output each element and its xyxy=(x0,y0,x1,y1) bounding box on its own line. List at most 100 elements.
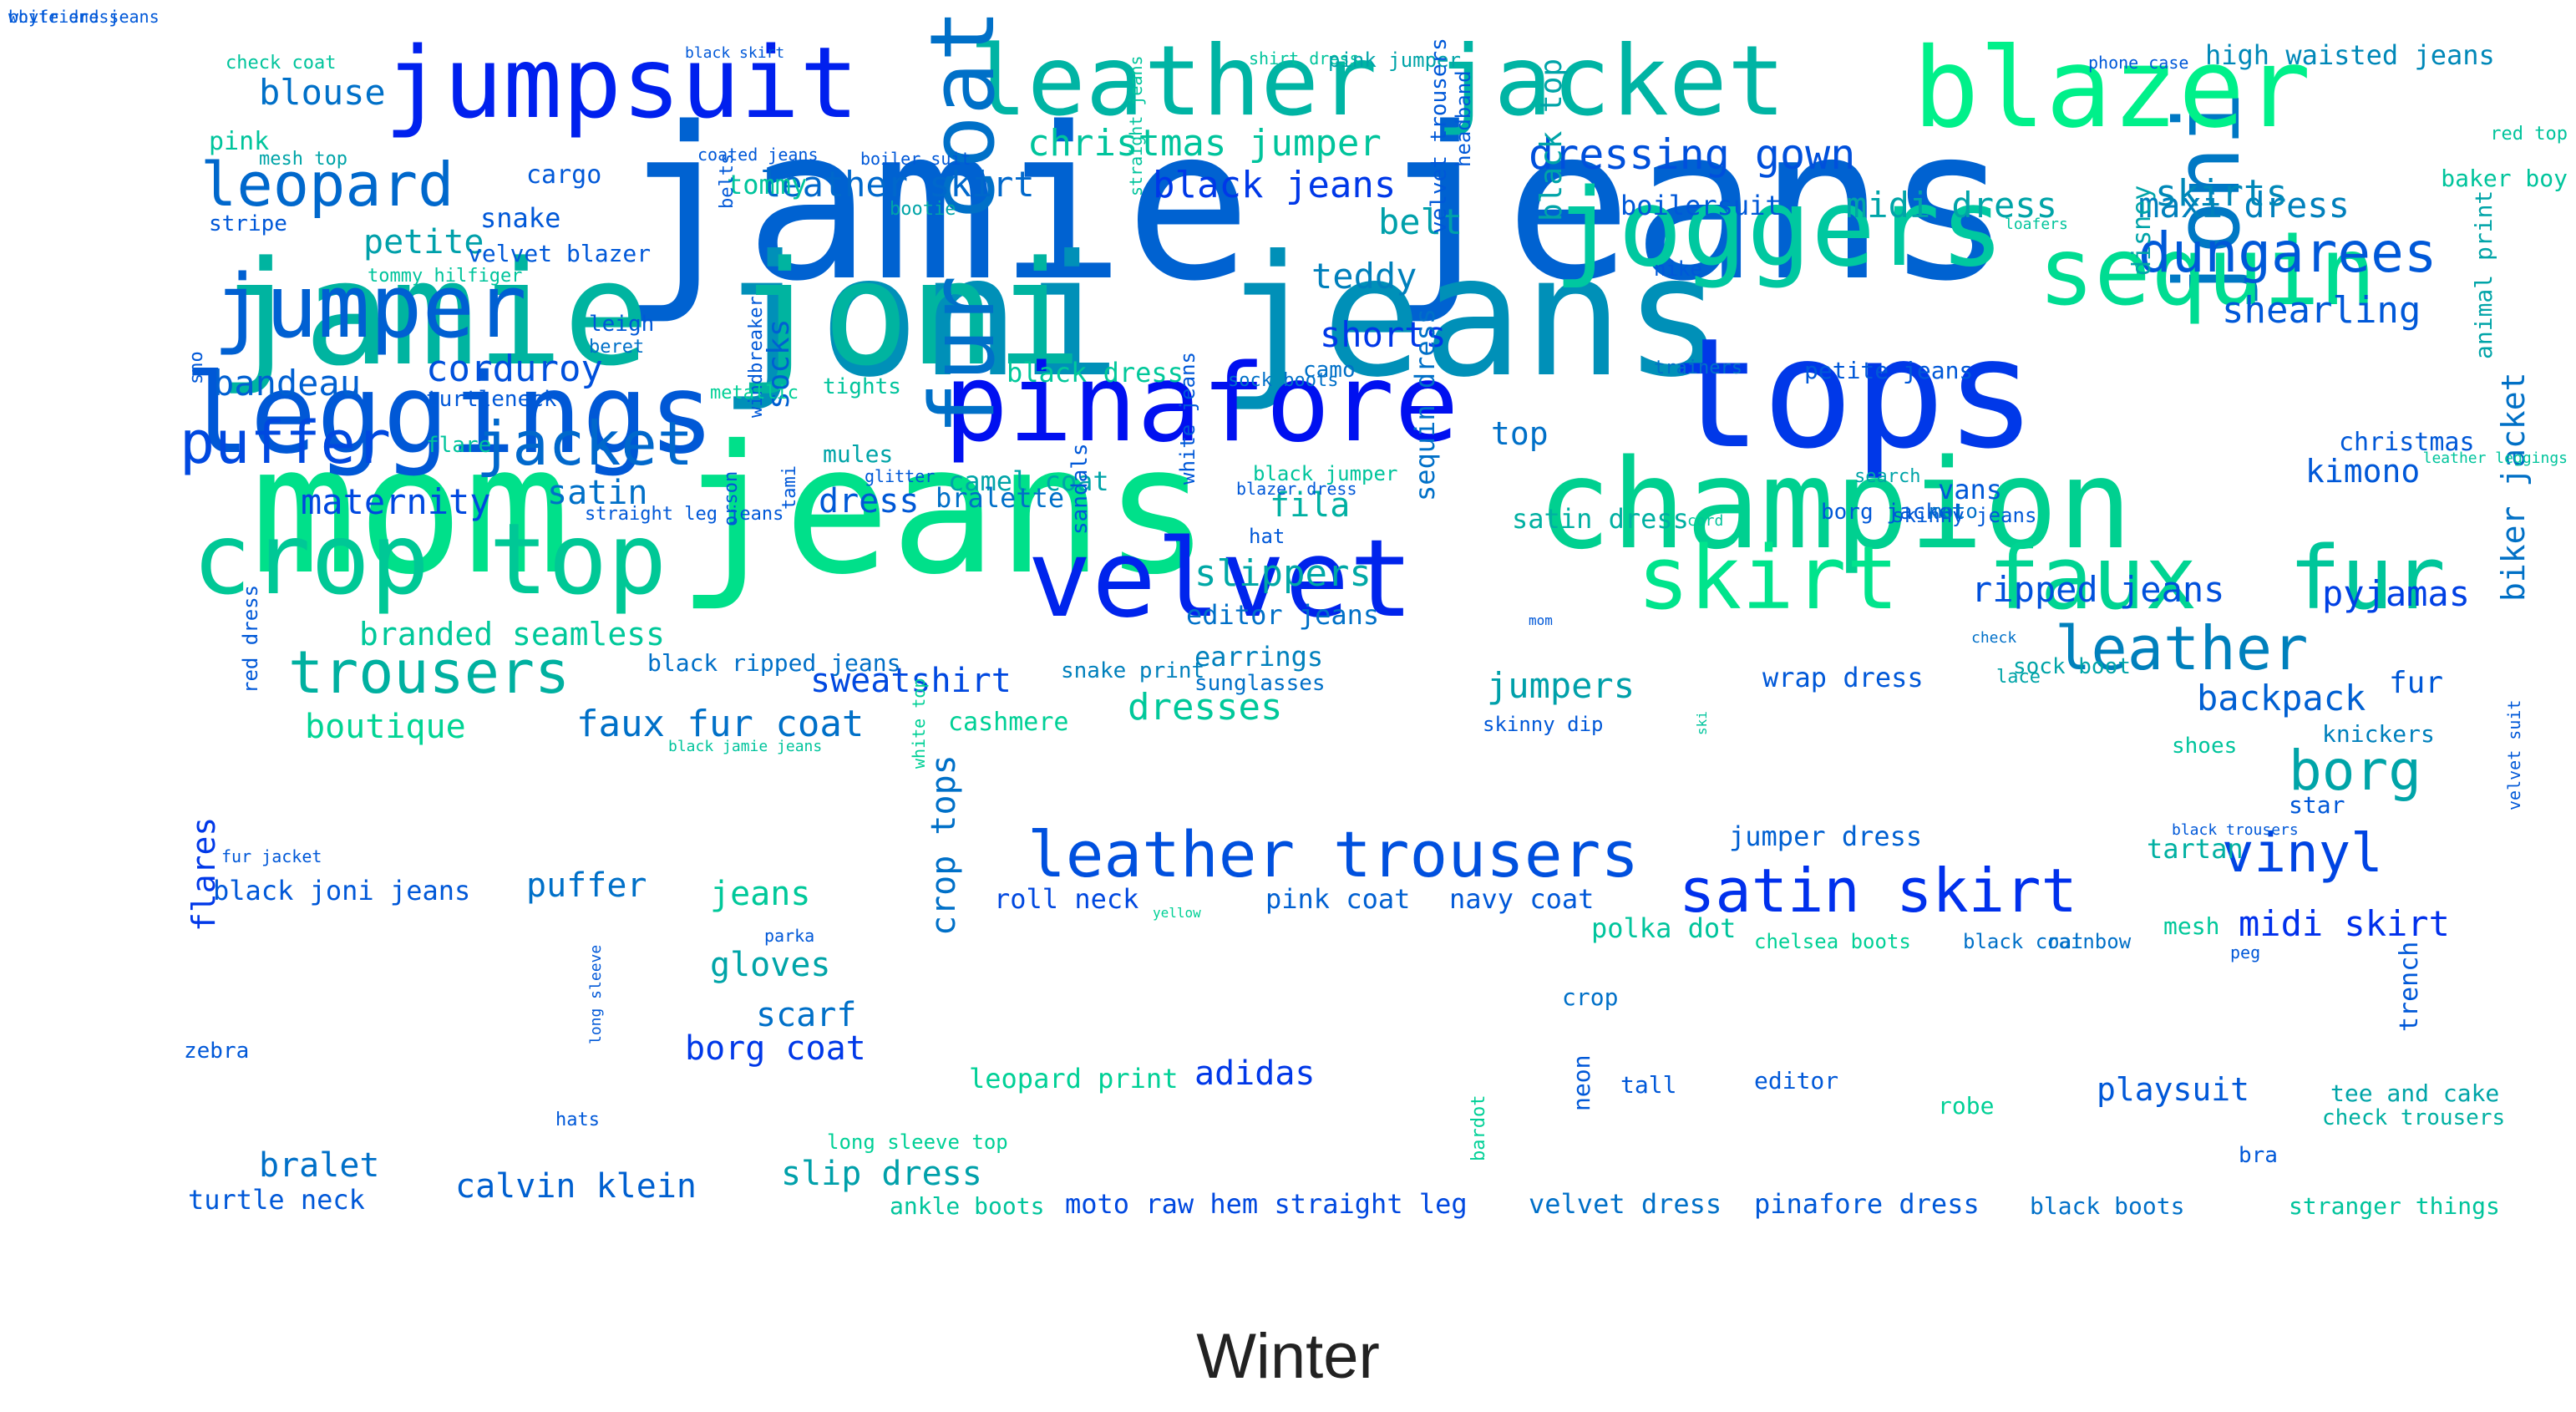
cloud-word: check xyxy=(1971,629,2017,647)
cloud-word: adidas xyxy=(1194,1054,1316,1093)
cloud-word: blouse xyxy=(259,72,386,113)
cloud-word: champion xyxy=(1537,433,2132,576)
cloud-word: black trousers xyxy=(2172,821,2299,839)
cloud-word: midi skirt xyxy=(2239,903,2450,944)
cloud-word: puffer xyxy=(526,866,647,905)
cloud-word: crop xyxy=(1562,983,1619,1011)
cloud-word: biker jacket xyxy=(2495,372,2532,602)
cloud-word: black boots xyxy=(2030,1192,2185,1220)
cloud-word: jumpsuit xyxy=(384,25,860,140)
cloud-word: snake xyxy=(480,202,561,234)
cloud-word: crop top xyxy=(192,501,667,617)
cloud-word: stranger things xyxy=(2289,1192,2500,1220)
cloud-word: top xyxy=(1491,415,1549,452)
cloud-word: beret xyxy=(589,337,645,358)
cloud-word: long sleeve top xyxy=(827,1130,1008,1154)
cloud-word: parka xyxy=(764,926,815,946)
cloud-word: joggers xyxy=(1554,166,2005,291)
cloud-word: fur coat xyxy=(911,8,1014,435)
cloud-word: editor jeans xyxy=(1186,599,1380,631)
cloud-word: knickers xyxy=(2322,720,2435,748)
cloud-word: black joni jeans xyxy=(213,875,471,907)
cloud-word: pink xyxy=(209,127,270,156)
cloud-word: slippers xyxy=(1194,552,1372,595)
cloud-word: tights xyxy=(823,374,901,399)
cloud-word: velvet blazer xyxy=(468,240,652,267)
cloud-word: leather jacket xyxy=(969,25,1786,138)
cloud-word: chelsea boots xyxy=(1754,930,1911,953)
cloud-word: search xyxy=(1854,466,1921,487)
cloud-word: headband xyxy=(1452,70,1475,167)
cloud-word: tartan xyxy=(2147,833,2244,865)
cloud-word: bralet xyxy=(259,1146,380,1185)
cloud-word: wrap dress xyxy=(1762,662,1924,693)
cloud-word: black coat xyxy=(1963,930,2084,953)
cloud-word: sunglasses xyxy=(1194,671,1326,696)
cloud-word: long sleeve xyxy=(587,944,605,1044)
cloud-word: disney xyxy=(2127,185,2157,276)
cloud-word: velvet dress xyxy=(1529,1188,1722,1220)
cloud-word: blazer dress xyxy=(1236,479,1357,499)
cloud-word: sandals xyxy=(1067,443,1093,535)
cloud-word: satin dress xyxy=(1512,503,1689,535)
cloud-word: satin skirt xyxy=(1679,856,2077,926)
cloud-word: stripe xyxy=(209,211,287,236)
cloud-word: straight leg jeans xyxy=(585,504,784,525)
cloud-word: mom xyxy=(1529,612,1553,628)
cloud-word: sno xyxy=(186,351,207,384)
cloud-word: fur xyxy=(2289,527,2446,629)
cloud-word: sock boot xyxy=(2013,654,2131,679)
cloud-word: petite xyxy=(363,223,484,262)
cloud-word: corduroy xyxy=(426,348,603,390)
cloud-word: leopard print xyxy=(969,1063,1179,1095)
cloud-word: pinafore xyxy=(944,342,1459,466)
cloud-word: camel coat xyxy=(948,465,1109,497)
cloud-word: shearling xyxy=(2222,289,2421,332)
cloud-word: check coat xyxy=(226,53,337,74)
cloud-word: hat xyxy=(1249,525,1285,548)
cloud-word: bootie xyxy=(890,199,956,220)
cloud-word: mesh xyxy=(2163,912,2220,940)
cloud-word: skirts xyxy=(2155,172,2288,215)
cloud-word: borg jacket xyxy=(1821,500,1965,525)
cloud-word: branded seamless xyxy=(359,616,666,653)
cloud-word: trousers xyxy=(288,638,570,707)
cloud-word: robe xyxy=(1938,1092,1995,1120)
cloud-word: moto raw hem straight leg xyxy=(1065,1188,1468,1220)
cloud-word: navy coat xyxy=(1449,883,1595,915)
cloud-word: gloves xyxy=(710,946,831,984)
cloud-word: vinyl xyxy=(2222,823,2383,885)
cloud-word: pinafore dress xyxy=(1754,1188,1980,1220)
cloud-word: hats xyxy=(555,1110,600,1130)
cloud-word: trench xyxy=(2395,941,2424,1032)
cloud-word: cashmere xyxy=(948,708,1069,737)
cloud-word: shoes xyxy=(2172,734,2238,759)
cloud-word: boiler suit xyxy=(860,149,971,169)
cloud-word: shorts xyxy=(1320,314,1447,355)
cloud-word: yellow xyxy=(1153,905,1201,921)
cloud-word: scarf xyxy=(756,996,857,1034)
cloud-word: velvet xyxy=(1027,517,1414,642)
cloud-word: skinny dip xyxy=(1483,713,1604,736)
cloud-word: loafers xyxy=(2005,216,2068,233)
cloud-word: backpack xyxy=(2197,678,2366,719)
cloud-word: jeans xyxy=(710,875,811,913)
cloud-word: dungarees xyxy=(2138,221,2437,285)
cloud-word: polka dot xyxy=(1591,912,1737,944)
cloud-word: ankle boots xyxy=(890,1192,1045,1220)
cloud-word: skinny jeans xyxy=(1892,504,2037,527)
cloud-word: fur jacket xyxy=(221,846,322,866)
cloud-word: cord xyxy=(1687,512,1724,530)
cloud-word: bardot xyxy=(1468,1095,1489,1161)
cloud-word: bralette xyxy=(936,482,1065,514)
cloud-word: animal print xyxy=(2470,190,2497,359)
cloud-word: coated jeans xyxy=(697,145,819,165)
cloud-word: mules xyxy=(823,440,894,468)
cloud-word: pink coat xyxy=(1265,883,1411,915)
cloud-word: petite jeans xyxy=(1804,357,1974,384)
cloud-word: tommy hilfiger xyxy=(368,266,523,287)
cloud-word: christmas jumper xyxy=(1027,122,1382,165)
cloud-word: high waisted jeans xyxy=(2205,39,2495,71)
cloud-word: leopard xyxy=(200,150,454,220)
